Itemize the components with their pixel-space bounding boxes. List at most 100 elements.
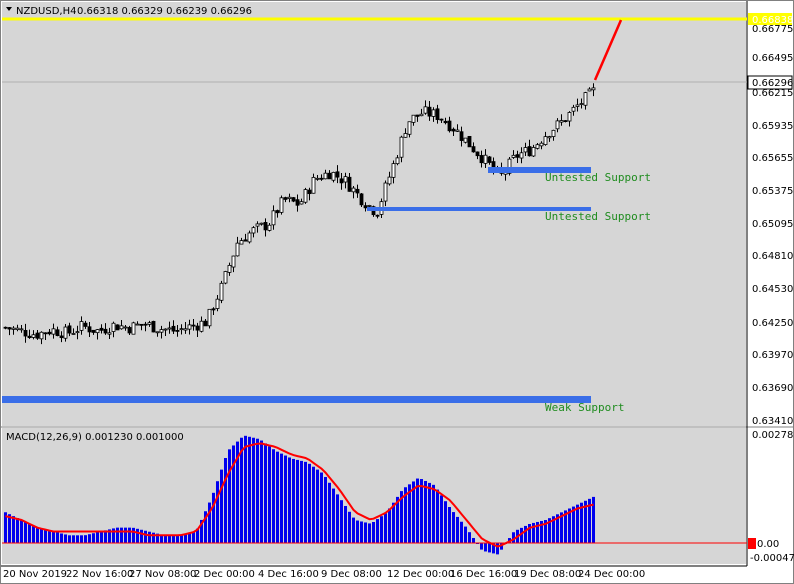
macd-bar: [456, 516, 459, 543]
macd-bar: [272, 449, 275, 543]
candle-body: [583, 92, 588, 106]
candle-body: [547, 136, 552, 139]
macd-bar: [500, 543, 503, 550]
macd-bar: [68, 535, 71, 543]
candle-body: [187, 324, 192, 330]
macd-bar: [268, 446, 271, 543]
candle-body: [123, 326, 128, 329]
macd-bar: [84, 535, 87, 543]
macd-bar: [492, 543, 495, 554]
macd-bar: [524, 525, 527, 543]
symbol-dropdown-icon[interactable]: [6, 7, 12, 11]
macd-bar: [376, 519, 379, 543]
time-tick: 9 Dec 08:00: [321, 569, 382, 580]
candle-body: [375, 214, 380, 217]
support-zone-2: [367, 207, 591, 211]
candle-body: [451, 128, 456, 132]
candle-body: [275, 210, 280, 214]
macd-bar: [256, 438, 259, 543]
candle-body: [483, 154, 488, 164]
candle-body: [335, 171, 340, 178]
support-label-2: Untested Support: [545, 210, 651, 223]
candle-body: [559, 120, 564, 123]
resistance-price-tag: [748, 13, 792, 25]
macd-bar: [420, 479, 423, 543]
support-zone-1: [488, 167, 591, 173]
candle-body: [267, 224, 272, 231]
candle-body: [543, 136, 548, 145]
macd-bar: [132, 527, 135, 543]
macd-bar: [40, 528, 43, 543]
macd-bar: [336, 494, 339, 543]
macd-bar: [108, 529, 111, 543]
macd-bar: [444, 501, 447, 543]
candle-body: [163, 328, 168, 331]
macd-bar: [204, 511, 207, 543]
macd-bar: [520, 527, 523, 543]
time-tick: 16 Dec 16:00: [450, 569, 517, 580]
candle-body: [435, 108, 440, 120]
time-tick: 20 Nov 2019: [3, 569, 67, 580]
candle-body: [147, 322, 152, 325]
macd-bar: [232, 445, 235, 543]
symbol-title: NZDUSD,H4: [16, 6, 76, 17]
macd-bar: [100, 531, 103, 543]
macd-bar: [320, 472, 323, 543]
candle-body: [507, 158, 512, 174]
macd-bar: [392, 502, 395, 543]
price-tick: 0.65655: [752, 153, 793, 164]
price-tick: 0.64250: [752, 318, 793, 329]
candle-body: [431, 109, 436, 117]
candle-body: [523, 147, 528, 153]
candle-body: [79, 321, 84, 331]
candle-body: [207, 308, 212, 327]
macd-bar: [36, 527, 39, 543]
macd-bar: [200, 519, 203, 543]
macd-tick: -0.000474: [750, 553, 794, 564]
candle-body: [239, 240, 244, 245]
macd-bar: [592, 496, 595, 543]
macd-bar: [104, 530, 107, 543]
candle-body: [571, 106, 576, 112]
candle-body: [287, 196, 292, 199]
candle-body: [195, 325, 200, 331]
time-tick: 4 Dec 16:00: [258, 569, 319, 580]
candle-body: [35, 332, 40, 339]
candle-body: [7, 327, 12, 330]
candle-body: [567, 112, 572, 122]
support-zone-3: [2, 396, 591, 403]
macd-bar: [348, 511, 351, 543]
candle-body: [175, 330, 180, 332]
macd-bar: [360, 521, 363, 543]
time-tick: 24 Dec 00:00: [578, 569, 645, 580]
macd-bar: [172, 535, 175, 543]
candle-body: [255, 223, 260, 227]
candle-body: [519, 152, 524, 159]
price-tick: 0.66495: [752, 53, 793, 64]
macd-bar: [588, 498, 591, 543]
candle-body: [303, 189, 308, 203]
macd-bar: [468, 532, 471, 543]
candle-body: [167, 327, 172, 330]
candle-body: [331, 171, 336, 181]
candle-body: [351, 187, 356, 193]
candle-body: [419, 113, 424, 117]
macd-zero-tag: [748, 538, 756, 549]
candle-body: [231, 255, 236, 268]
candle-body: [471, 146, 476, 153]
candle-body: [531, 147, 536, 157]
macd-bar: [300, 460, 303, 543]
macd-bar: [496, 543, 499, 555]
time-axis: 20 Nov 2019 22 Nov 16:00 27 Nov 08:00 2 …: [3, 569, 645, 580]
candle-body: [259, 222, 264, 225]
candle-body: [179, 328, 184, 331]
candle-body: [319, 177, 324, 180]
candle-body: [159, 329, 164, 333]
candle-body: [399, 136, 404, 158]
candle-body: [127, 327, 132, 334]
current-price-tag: [747, 75, 793, 90]
macd-bar: [140, 529, 143, 543]
candle-body: [355, 188, 360, 194]
macd-bar: [324, 476, 327, 543]
time-tick: 22 Nov 16:00: [66, 569, 133, 580]
